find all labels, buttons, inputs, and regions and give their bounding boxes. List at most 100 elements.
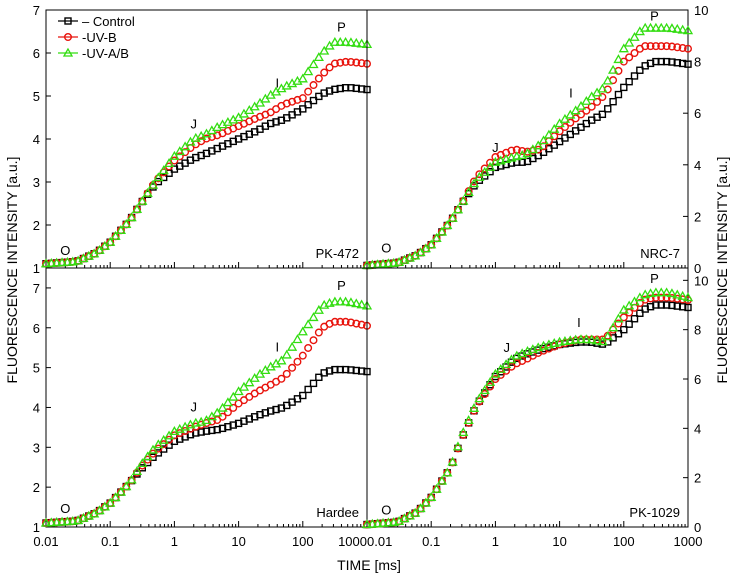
y-tick-label: 3: [33, 175, 40, 190]
data-point: [67, 515, 78, 525]
data-point: [620, 325, 628, 334]
phase-label-p: P: [650, 8, 659, 23]
data-point: [656, 22, 667, 32]
data-point: [613, 54, 624, 64]
data-point: [153, 172, 164, 182]
data-point: [672, 289, 683, 299]
x-tick-label: 0.01: [33, 534, 58, 549]
y-tick-label: 8: [694, 55, 701, 70]
data-point: [554, 118, 565, 128]
data-point: [238, 381, 250, 391]
data-point: [597, 83, 608, 93]
y-tick-label: 6: [33, 46, 40, 61]
data-point: [40, 258, 52, 268]
data-point: [126, 474, 137, 484]
panel-title: NRC-7: [640, 246, 680, 261]
legend-item-uvab: -UV-A/B: [58, 46, 129, 61]
data-point: [361, 519, 373, 529]
phase-label-o: O: [60, 243, 70, 258]
data-point: [336, 58, 345, 67]
data-point: [431, 233, 442, 243]
data-point: [646, 42, 655, 51]
y-tick-label: 10: [694, 3, 708, 18]
data-point: [636, 309, 644, 317]
data-point: [293, 95, 302, 104]
data-point: [630, 72, 639, 80]
data-point: [377, 258, 389, 268]
data-point: [222, 397, 234, 407]
phase-label-j: J: [190, 399, 197, 414]
data-point: [468, 178, 480, 188]
data-point: [447, 456, 458, 466]
data-point: [463, 187, 474, 197]
y-tick-label: 10: [694, 273, 708, 288]
data-point: [121, 481, 132, 491]
data-point: [484, 376, 496, 386]
legend-marker: [62, 47, 74, 57]
data-point: [277, 374, 286, 383]
data-point: [218, 412, 227, 421]
data-point: [657, 293, 666, 302]
data-point: [345, 37, 357, 47]
data-point: [190, 417, 201, 427]
data-point: [420, 497, 431, 507]
data-point: [593, 97, 602, 106]
data-point: [357, 59, 366, 68]
panels: 1234567OJIPPK-4720246810OJIPNRC-71234567…: [33, 3, 709, 549]
data-point: [142, 187, 153, 197]
data-point: [646, 294, 655, 303]
data-point: [281, 349, 292, 359]
data-point: [543, 129, 555, 139]
data-point: [163, 430, 175, 440]
data-point: [656, 287, 667, 297]
phase-label-o: O: [381, 503, 391, 518]
data-point: [335, 296, 346, 306]
data-point: [56, 257, 68, 267]
data-point: [298, 94, 307, 103]
panel-bottom-left: 1 2 3 4 5 6 7 0.01 0.1 1 10 100 1000 O J I P Hardee: [33, 267, 373, 549]
data-point: [148, 449, 157, 458]
data-point: [620, 83, 628, 92]
data-point: [684, 44, 693, 53]
data-point: [352, 58, 361, 67]
data-point: [602, 331, 613, 341]
panel-top-right: 0 2 4 6 8 10 O J I P NRC-7: [361, 3, 708, 276]
legend-item-control: – Control: [58, 14, 135, 29]
data-point: [538, 135, 549, 145]
x-tick-label: 1000: [338, 534, 367, 549]
data-point: [229, 403, 238, 412]
data-point: [613, 313, 624, 323]
data-point: [299, 105, 307, 113]
data-point: [244, 377, 255, 387]
x-axis-label: TIME [ms]: [337, 557, 401, 573]
y-tick-label: 6: [694, 372, 701, 387]
data-point: [62, 256, 73, 266]
data-point: [641, 42, 650, 51]
data-point: [645, 288, 656, 298]
panel-title: PK-472: [316, 246, 359, 261]
phase-label-i: I: [569, 86, 573, 101]
data-point: [309, 336, 318, 345]
data-point: [330, 317, 339, 326]
data-point: [153, 439, 164, 449]
x-tick-label: 0.1: [422, 534, 440, 549]
series-uvab: [40, 296, 373, 527]
data-point: [377, 517, 389, 527]
data-point: [458, 427, 469, 437]
data-point: [212, 407, 223, 417]
data-point: [159, 445, 168, 453]
y-tick-label: 0: [694, 261, 701, 276]
panel-title: Hardee: [316, 505, 359, 520]
y-tick-label: 8: [694, 323, 701, 338]
data-point: [607, 64, 619, 74]
data-point: [565, 109, 576, 119]
data-point: [442, 467, 453, 477]
data-point: [313, 52, 324, 62]
data-point: [442, 220, 453, 230]
x-tick-label: 100: [292, 534, 314, 549]
series-uvab: [40, 36, 373, 268]
data-point: [447, 212, 458, 222]
data-point: [314, 328, 323, 337]
data-point: [651, 293, 660, 302]
